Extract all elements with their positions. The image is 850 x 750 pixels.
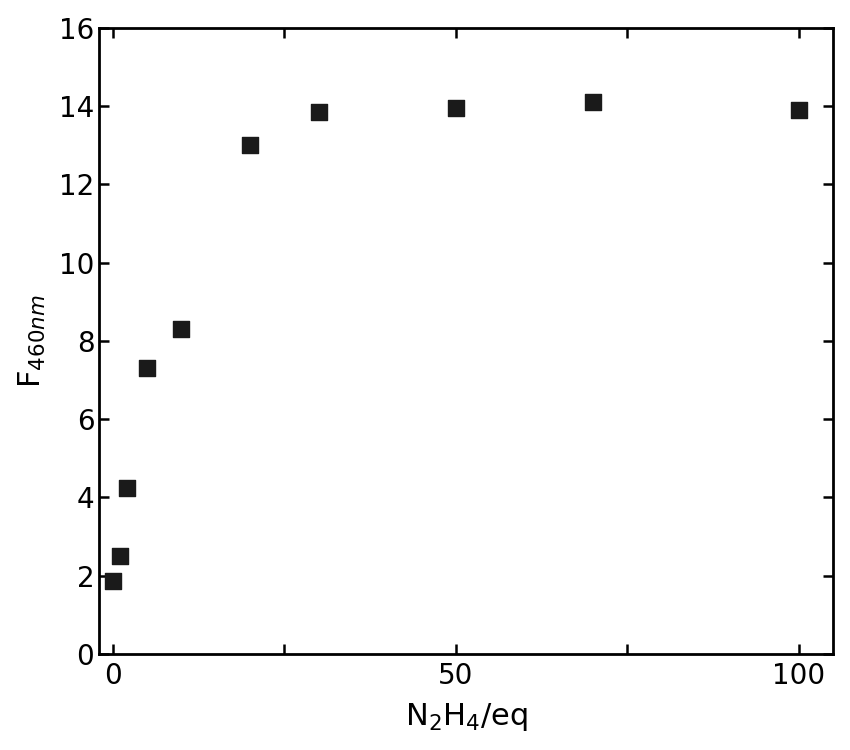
Point — [106, 575, 120, 587]
Point — [792, 104, 806, 116]
Point — [113, 550, 127, 562]
Y-axis label: F$_{460nm}$: F$_{460nm}$ — [17, 294, 48, 388]
Point — [243, 139, 257, 151]
Point — [120, 482, 133, 494]
Point — [140, 362, 154, 374]
Point — [174, 323, 188, 335]
X-axis label: N$_2$H$_4$/eq: N$_2$H$_4$/eq — [405, 701, 528, 734]
Point — [449, 102, 462, 114]
Point — [586, 96, 600, 108]
Point — [312, 106, 326, 118]
